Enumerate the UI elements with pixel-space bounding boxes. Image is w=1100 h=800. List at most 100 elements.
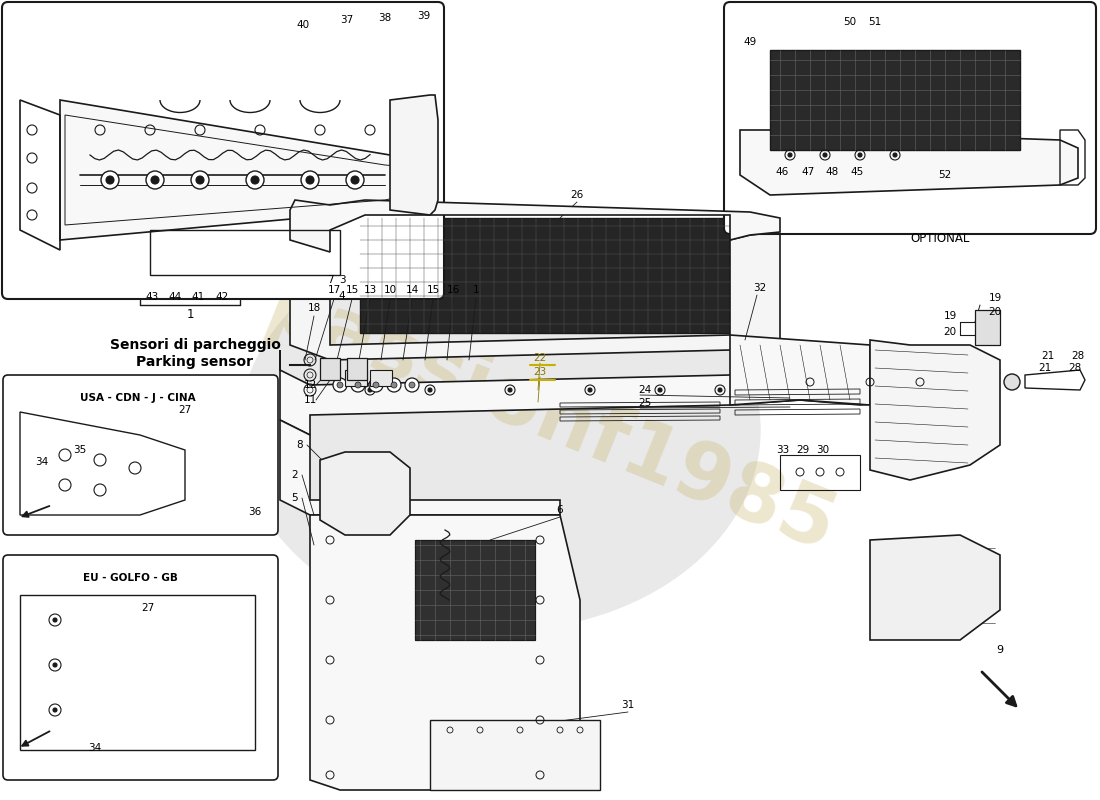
Text: 22: 22 — [534, 353, 547, 363]
Circle shape — [351, 176, 359, 184]
Text: 43: 43 — [145, 292, 158, 302]
Text: 34: 34 — [35, 457, 48, 467]
Polygon shape — [370, 370, 392, 386]
Text: USA - CDN - J - CINA: USA - CDN - J - CINA — [80, 393, 196, 403]
Text: 29: 29 — [796, 445, 810, 455]
Circle shape — [301, 171, 319, 189]
Text: 15: 15 — [427, 285, 440, 295]
Circle shape — [53, 663, 57, 667]
Circle shape — [333, 378, 346, 392]
Polygon shape — [740, 130, 1078, 195]
Text: 45: 45 — [850, 167, 864, 177]
Circle shape — [428, 388, 432, 392]
Polygon shape — [730, 335, 870, 405]
Polygon shape — [280, 350, 980, 435]
Text: 47: 47 — [802, 167, 815, 177]
Text: 38: 38 — [378, 13, 392, 23]
Text: 30: 30 — [816, 445, 829, 455]
Polygon shape — [320, 358, 340, 380]
Text: 8: 8 — [297, 440, 304, 450]
Text: 28: 28 — [1068, 363, 1081, 373]
Text: 37: 37 — [340, 15, 353, 25]
Text: 23: 23 — [534, 367, 547, 377]
Text: OPTIONAL: OPTIONAL — [911, 231, 970, 245]
Circle shape — [893, 153, 896, 157]
Circle shape — [588, 388, 592, 392]
Polygon shape — [290, 232, 780, 360]
Circle shape — [355, 382, 361, 388]
Circle shape — [1004, 374, 1020, 390]
Text: 36: 36 — [249, 507, 262, 517]
Circle shape — [306, 176, 313, 184]
Text: 26: 26 — [571, 190, 584, 200]
Text: 1: 1 — [186, 309, 194, 322]
Text: 33: 33 — [777, 445, 790, 455]
Text: 46: 46 — [776, 167, 789, 177]
Circle shape — [718, 388, 722, 392]
Circle shape — [346, 171, 364, 189]
Polygon shape — [290, 200, 780, 252]
Text: 52: 52 — [938, 170, 952, 180]
Ellipse shape — [240, 230, 760, 630]
Text: 41: 41 — [191, 292, 205, 302]
Text: 16: 16 — [447, 285, 460, 295]
Text: 35: 35 — [74, 445, 87, 455]
Polygon shape — [390, 95, 438, 215]
Polygon shape — [415, 540, 535, 640]
FancyBboxPatch shape — [3, 555, 278, 780]
Text: 39: 39 — [417, 11, 430, 21]
Circle shape — [191, 171, 209, 189]
Text: 2: 2 — [292, 470, 298, 480]
Text: 49: 49 — [744, 37, 757, 47]
Polygon shape — [320, 452, 410, 535]
Polygon shape — [870, 340, 1000, 480]
Circle shape — [368, 388, 372, 392]
Text: 50: 50 — [844, 17, 857, 27]
Circle shape — [351, 378, 365, 392]
Text: 21: 21 — [1042, 351, 1055, 361]
Text: 19: 19 — [944, 311, 957, 321]
Text: Parking sensor: Parking sensor — [136, 355, 253, 369]
Text: 51: 51 — [868, 17, 881, 27]
Circle shape — [53, 618, 57, 622]
Text: 20: 20 — [989, 307, 1002, 317]
Text: 24: 24 — [638, 385, 651, 395]
Polygon shape — [346, 358, 367, 380]
Circle shape — [390, 382, 397, 388]
Polygon shape — [975, 310, 1000, 345]
Text: 42: 42 — [216, 292, 229, 302]
Text: 3: 3 — [339, 275, 345, 285]
Text: passionf1985: passionf1985 — [254, 270, 846, 570]
Text: 40: 40 — [296, 20, 309, 30]
Text: 25: 25 — [638, 398, 651, 408]
FancyBboxPatch shape — [3, 375, 278, 535]
Text: 34: 34 — [88, 743, 101, 753]
Text: 28: 28 — [1071, 351, 1085, 361]
Circle shape — [101, 171, 119, 189]
FancyBboxPatch shape — [2, 2, 444, 299]
Text: 13: 13 — [363, 285, 376, 295]
Polygon shape — [280, 420, 560, 515]
Text: 19: 19 — [989, 293, 1002, 303]
Circle shape — [196, 176, 204, 184]
Circle shape — [858, 153, 862, 157]
Text: 32: 32 — [754, 283, 767, 293]
Polygon shape — [360, 218, 730, 333]
Circle shape — [368, 378, 383, 392]
Text: 21: 21 — [1038, 363, 1052, 373]
Circle shape — [251, 176, 258, 184]
Circle shape — [409, 382, 415, 388]
Polygon shape — [430, 720, 600, 790]
Text: 31: 31 — [621, 700, 635, 710]
Polygon shape — [310, 515, 580, 790]
Circle shape — [387, 378, 402, 392]
Text: 10: 10 — [384, 285, 397, 295]
Circle shape — [337, 382, 343, 388]
Circle shape — [106, 176, 114, 184]
Circle shape — [508, 388, 512, 392]
Text: 12: 12 — [304, 380, 317, 390]
Text: 27: 27 — [178, 405, 191, 415]
Text: 48: 48 — [825, 167, 838, 177]
Text: 9: 9 — [997, 645, 1003, 655]
Circle shape — [823, 153, 827, 157]
